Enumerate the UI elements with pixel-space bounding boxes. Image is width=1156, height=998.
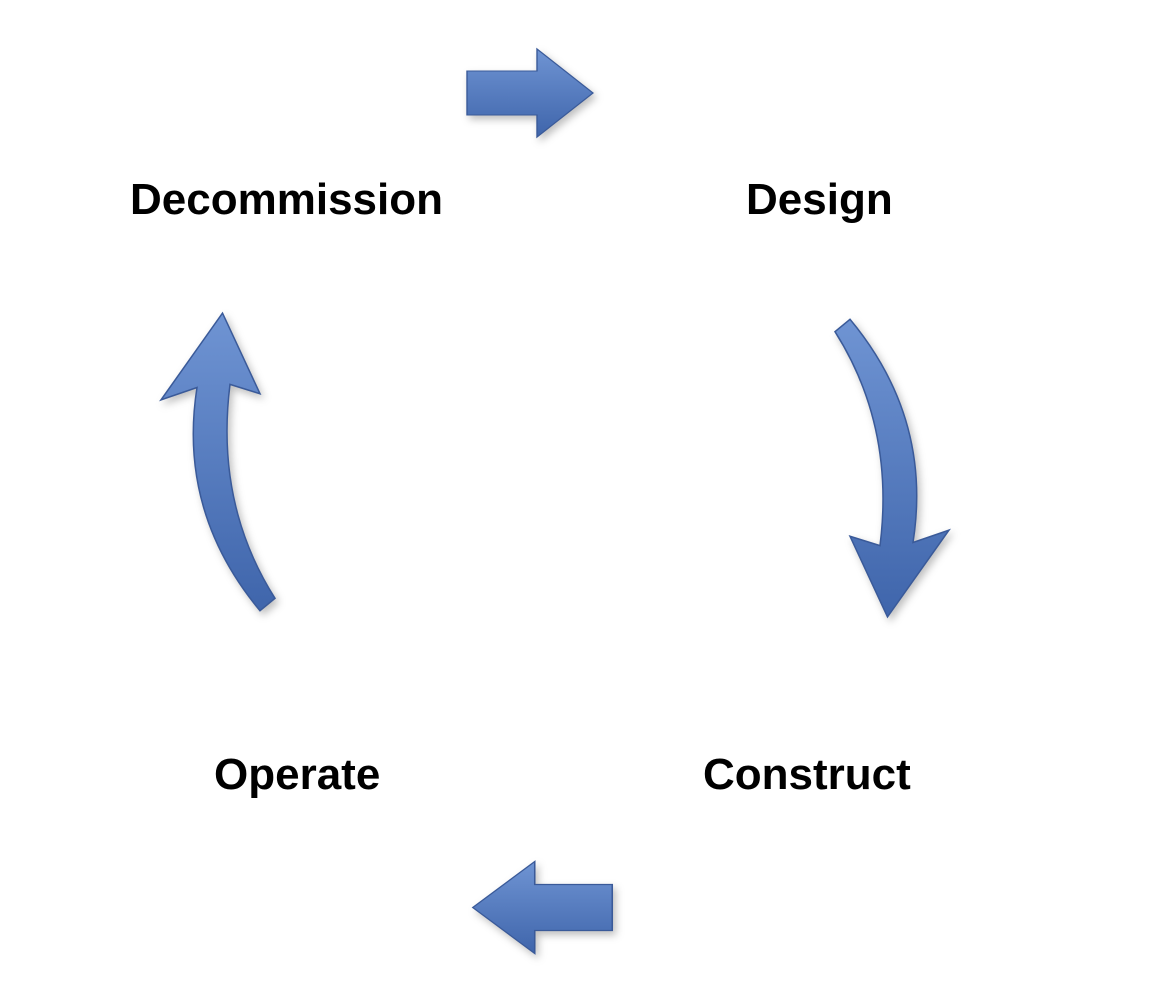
- arrow-bottom-icon: [465, 850, 620, 965]
- stage-design: Design: [746, 175, 893, 225]
- arrow-top-icon: [460, 38, 600, 148]
- stage-operate: Operate: [214, 750, 380, 800]
- stage-construct: Construct: [703, 750, 911, 800]
- arrow-left-icon: [140, 310, 290, 620]
- arrow-right-icon: [820, 310, 970, 620]
- stage-decommission: Decommission: [130, 175, 443, 225]
